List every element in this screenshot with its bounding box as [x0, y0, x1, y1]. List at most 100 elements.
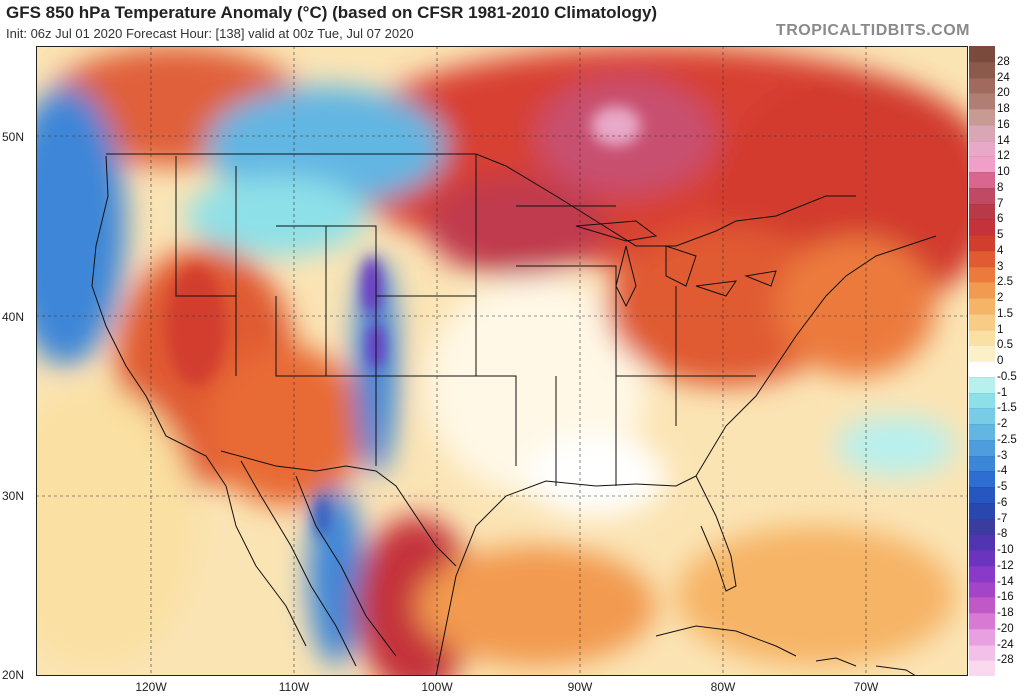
- legend-swatch: [969, 518, 995, 535]
- legend-label: 12: [997, 150, 1010, 163]
- legend-entry: -3: [969, 450, 1024, 472]
- legend-entry: 1: [969, 324, 1024, 346]
- legend-entry: 12: [969, 150, 1024, 172]
- legend-entry: 7: [969, 198, 1024, 220]
- legend-label: -16: [997, 591, 1014, 604]
- legend-label: 2.5: [997, 276, 1013, 289]
- legend-swatch-top: [969, 46, 995, 62]
- legend-entry: -1: [969, 387, 1024, 409]
- legend-swatch: [969, 109, 995, 125]
- legend-label: 10: [997, 166, 1010, 178]
- legend-swatch: [969, 613, 995, 629]
- lon-label-80w: 80W: [710, 680, 736, 694]
- legend-label: 0.5: [997, 339, 1013, 352]
- legend-entry: 8: [969, 182, 1024, 204]
- legend-label: 18: [997, 103, 1010, 115]
- legend-swatch: [969, 266, 995, 283]
- legend-entry: -0.5: [969, 371, 1024, 393]
- legend-label: -1: [997, 386, 1008, 399]
- legend-entry: -2: [969, 418, 1024, 440]
- legend-label: 16: [997, 118, 1010, 131]
- legend-entry: 2: [969, 292, 1024, 314]
- legend-label: -2.5: [997, 433, 1017, 446]
- legend-swatch: [969, 282, 995, 298]
- legend-swatch: [969, 61, 995, 78]
- legend-entry: 0: [969, 355, 1024, 377]
- legend-swatch: [969, 219, 995, 235]
- legend-entry: 4: [969, 245, 1024, 267]
- legend-entry: 10: [969, 166, 1024, 188]
- legend-swatch: [969, 424, 995, 440]
- legend-swatch: [969, 376, 995, 393]
- legend-label: 7: [997, 197, 1004, 210]
- legend-label: -18: [997, 607, 1014, 619]
- legend-label: -7: [997, 512, 1008, 525]
- legend-entry: 20: [969, 87, 1024, 109]
- lon-label-90w: 90W: [567, 680, 593, 694]
- legend-swatch: [969, 250, 995, 267]
- legend-label: -4: [997, 465, 1008, 478]
- legend-entry: 0.5: [969, 339, 1024, 361]
- legend-entry: 24: [969, 72, 1024, 94]
- legend-label: -2: [997, 418, 1008, 430]
- map-title: GFS 850 hPa Temperature Anomaly (°C) (ba…: [6, 3, 658, 22]
- legend-label: 0: [997, 355, 1004, 367]
- legend-label: -12: [997, 559, 1014, 572]
- legend-entry: 18: [969, 103, 1024, 125]
- legend-label: 20: [997, 87, 1010, 100]
- lon-label-100w: 100W: [421, 680, 453, 694]
- legend-label: -20: [997, 622, 1014, 635]
- legend-swatch: [969, 187, 995, 204]
- legend-entry: 1.5: [969, 308, 1024, 330]
- legend-label: -5: [997, 481, 1008, 493]
- lat-label-50n: 50N: [2, 130, 25, 144]
- legend-label: -6: [997, 496, 1008, 509]
- legend-swatch: [969, 345, 995, 361]
- legend-entry: -20: [969, 623, 1024, 645]
- legend-swatch: [969, 93, 995, 109]
- legend-swatch: [969, 644, 995, 661]
- legend-swatch: [969, 361, 995, 377]
- color-legend: 28 24 20 18 16 14 12 10 8 7 6 5 4 3 2.5 2 1.5 1 0.5 0 -0.5 -1…: [969, 46, 1024, 676]
- legend-swatch: [969, 471, 995, 487]
- legend-swatch: [969, 565, 995, 582]
- legend-swatch: [969, 534, 995, 550]
- legend-label: -14: [997, 575, 1014, 588]
- legend-label: -24: [997, 638, 1014, 651]
- legend-swatch: [969, 408, 995, 424]
- legend-entry: -5: [969, 481, 1024, 503]
- legend-label: 28: [997, 55, 1010, 68]
- legend-label: 2: [997, 292, 1004, 304]
- legend-swatch: [969, 203, 995, 220]
- legend-entry: -12: [969, 560, 1024, 582]
- legend-swatch: [969, 392, 995, 409]
- legend-entry: -28: [969, 654, 1024, 676]
- legend-entry: -14: [969, 576, 1024, 598]
- legend-entry: -4: [969, 465, 1024, 487]
- lon-label-110w: 110W: [278, 680, 310, 694]
- legend-entry: -16: [969, 591, 1024, 613]
- legend-swatch: [969, 660, 995, 676]
- legend-entry: 16: [969, 119, 1024, 141]
- legend-label: 6: [997, 213, 1004, 226]
- legend-label: -28: [997, 654, 1014, 667]
- legend-swatch: [969, 597, 995, 613]
- legend-entry: -8: [969, 528, 1024, 550]
- legend-label: 1: [997, 323, 1004, 336]
- site-watermark: TROPICALTIDBITS.COM: [775, 22, 970, 39]
- legend-swatch: [969, 329, 995, 346]
- legend-label: 8: [997, 181, 1004, 194]
- legend-entry: 2.5: [969, 276, 1024, 298]
- legend-entry: 3: [969, 261, 1024, 283]
- lon-label-120w: 120W: [135, 680, 167, 694]
- lat-label-30n: 30N: [2, 489, 25, 503]
- legend-label: -8: [997, 528, 1008, 541]
- legend-entry: 14: [969, 135, 1024, 157]
- legend-entry: 5: [969, 229, 1024, 251]
- legend-entry: -1.5: [969, 402, 1024, 424]
- legend-swatch: [969, 298, 995, 314]
- legend-swatch: [969, 140, 995, 157]
- legend-label: -0.5: [997, 370, 1017, 383]
- legend-swatch: [969, 172, 995, 188]
- legend-swatch: [969, 124, 995, 141]
